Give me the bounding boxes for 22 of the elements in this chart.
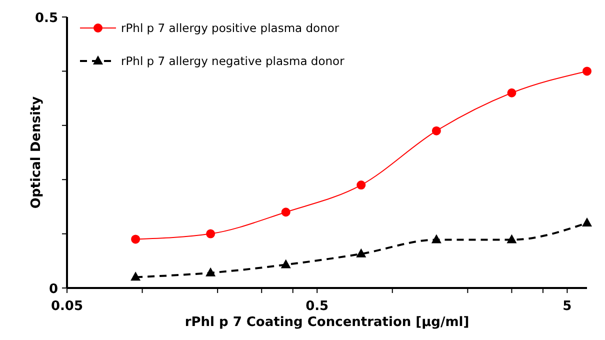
x-tick-label: 5 [562, 299, 572, 314]
y-tick-label: 0 [48, 282, 58, 297]
point [432, 126, 441, 136]
legend-label: rPhl p 7 allergy positive plasma donor [121, 21, 340, 35]
legend-label: rPhl p 7 allergy negative plasma donor [121, 54, 345, 68]
point [280, 259, 291, 268]
point [506, 234, 517, 244]
point [206, 229, 216, 238]
point [356, 248, 366, 258]
point [131, 234, 140, 244]
x-tick-label: 0.05 [50, 299, 84, 314]
point [206, 267, 216, 276]
point [431, 234, 442, 244]
x-tick-label: 0.5 [306, 299, 329, 314]
point [130, 272, 141, 281]
point [582, 66, 592, 76]
x-axis-title: rPhl p 7 Coating Concentration [µg/ml] [184, 315, 470, 330]
point [507, 88, 516, 98]
point [281, 208, 290, 217]
y-axis-title: Optical Density [29, 96, 44, 209]
point [356, 180, 366, 190]
point [582, 217, 592, 226]
